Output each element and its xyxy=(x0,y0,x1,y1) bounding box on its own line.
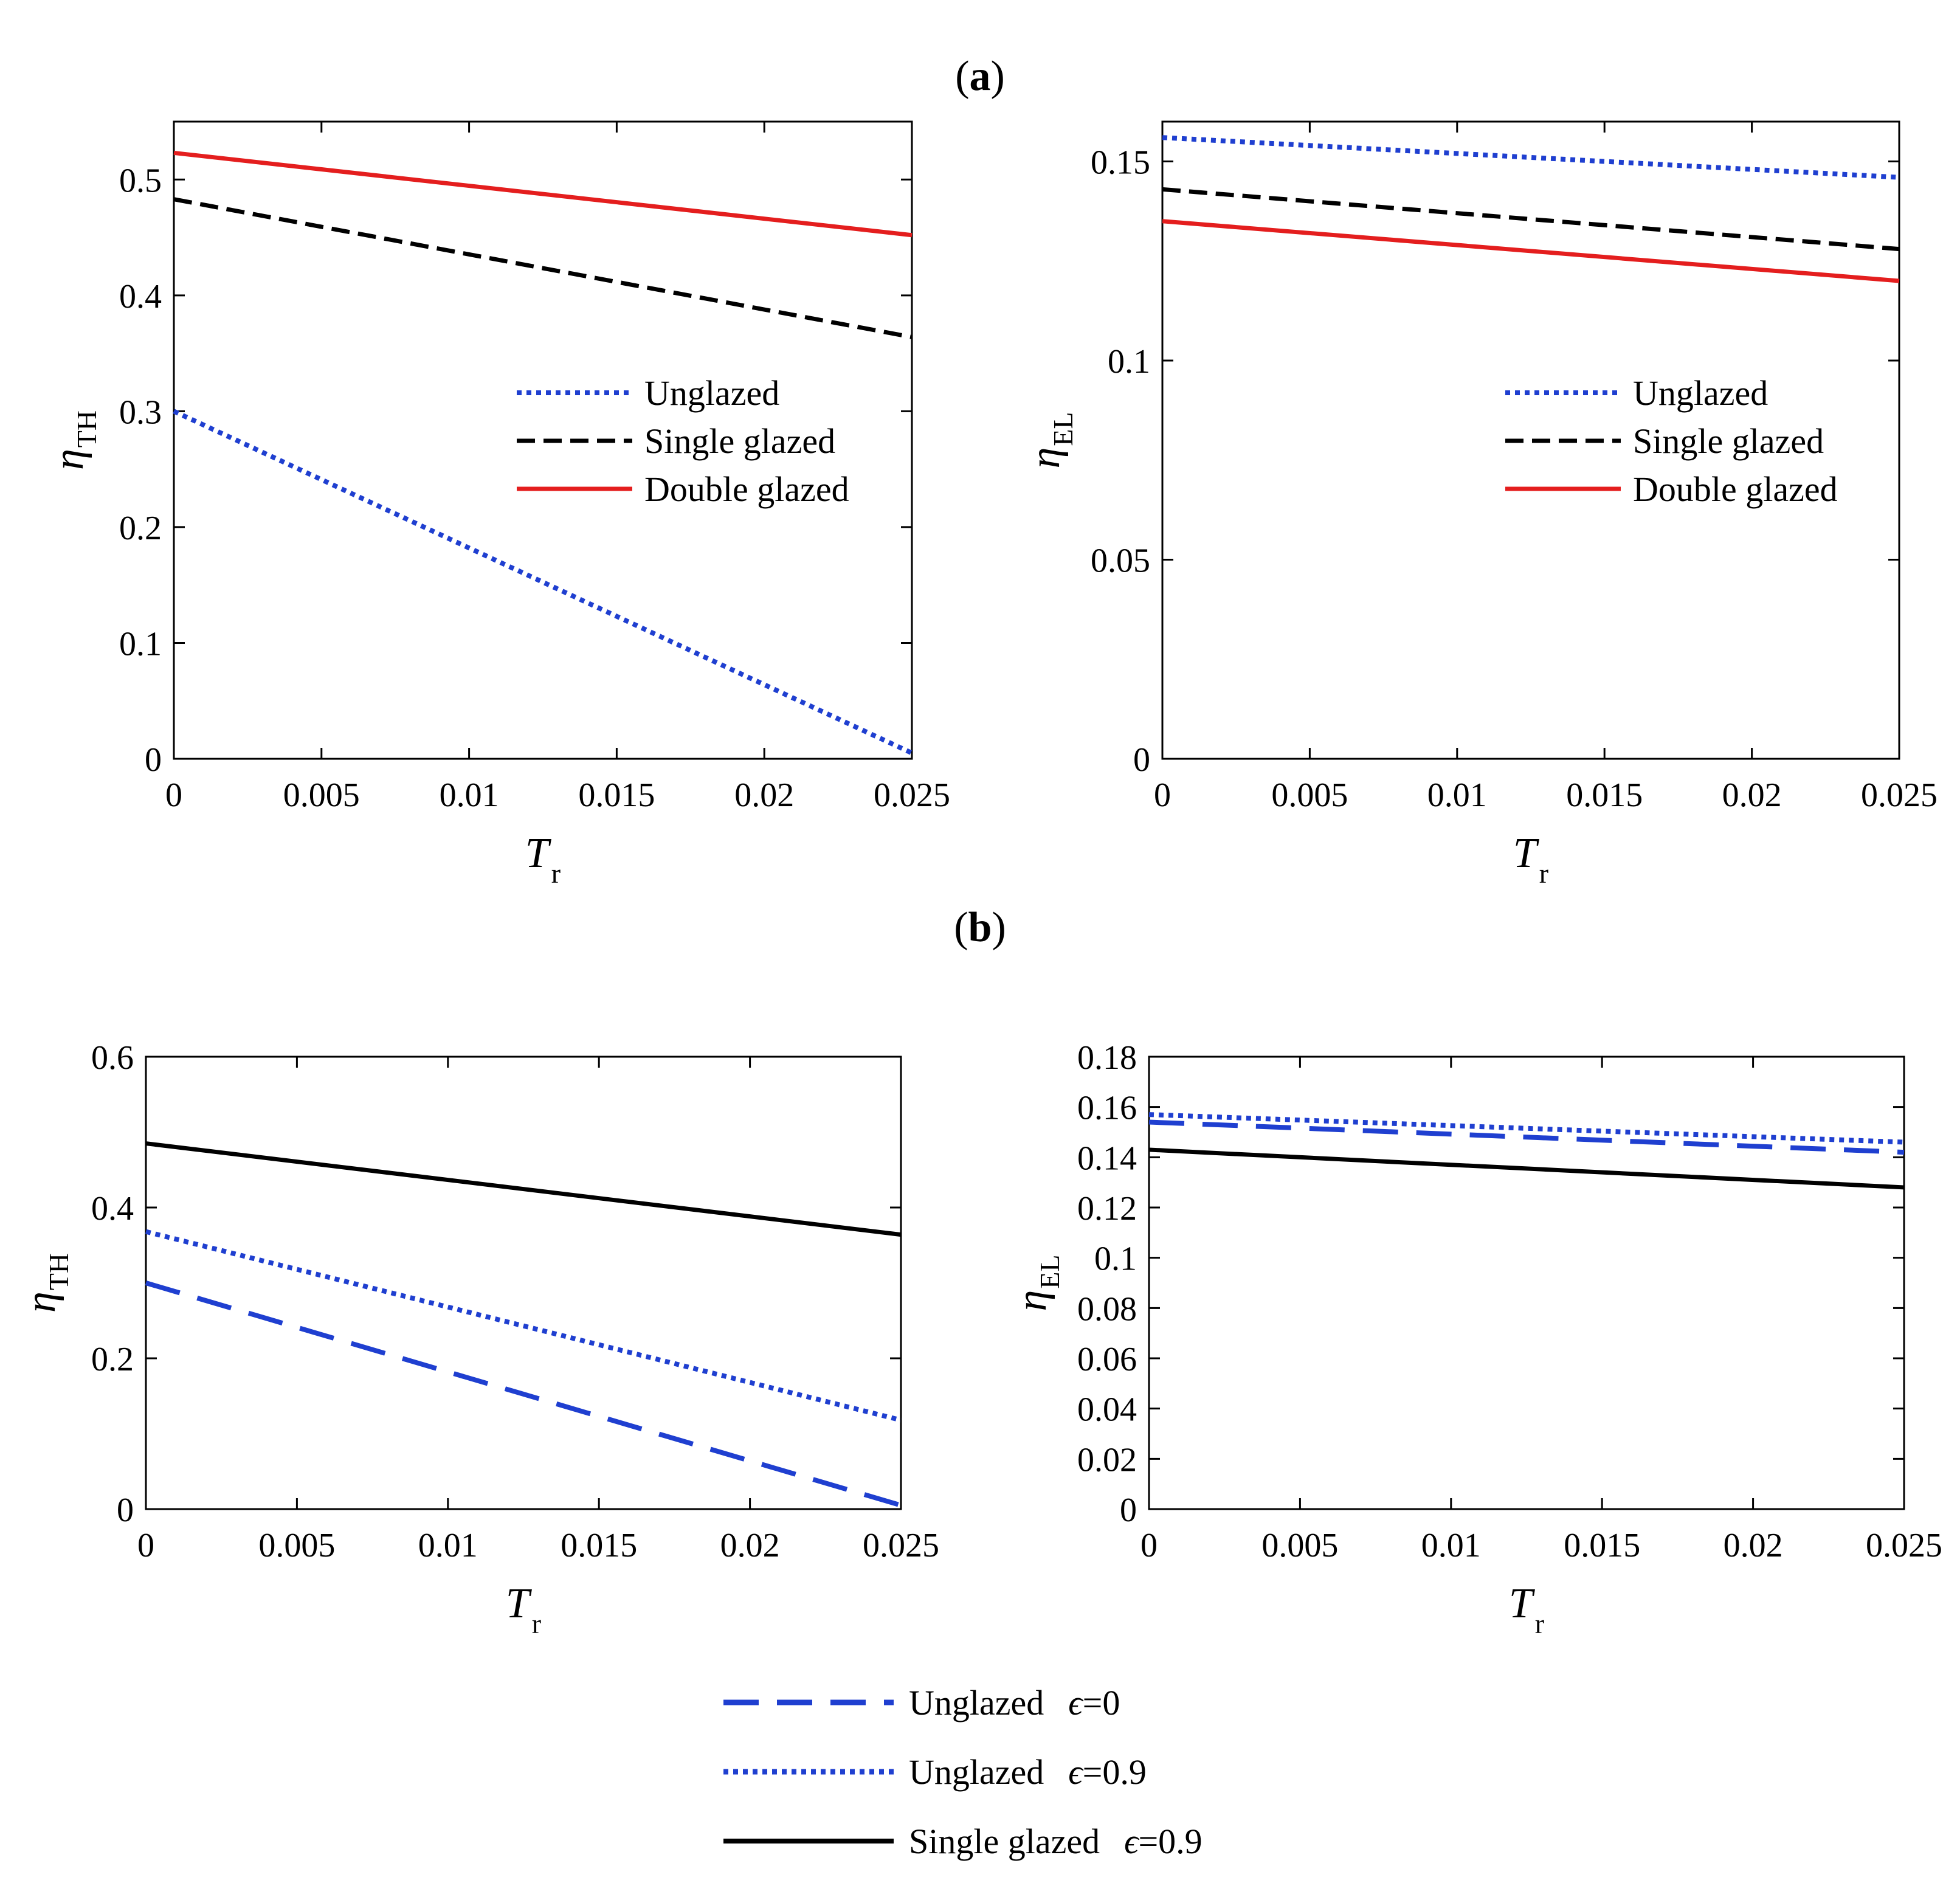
y-tick-label: 0.08 xyxy=(1077,1290,1137,1328)
y-tick-label: 0.04 xyxy=(1077,1391,1137,1429)
series-line: Single glazed ϵ=0.9 xyxy=(1148,1147,1905,1190)
x-tick-label: 0.02 xyxy=(734,776,794,814)
x-tick-label: 0.015 xyxy=(1564,1527,1640,1564)
x-tick-label: 0.005 xyxy=(258,1527,335,1564)
x-tick-label: 0.025 xyxy=(874,776,950,814)
panel-label-b: (b) xyxy=(954,904,1006,951)
y-tick-label: 0.15 xyxy=(1091,144,1150,182)
y-tick-label: 0.14 xyxy=(1077,1139,1137,1177)
y-tick-label: 0.6 xyxy=(91,1039,134,1077)
y-tick-label: 0.1 xyxy=(1094,1240,1137,1278)
y-tick-label: 0.1 xyxy=(119,625,162,663)
y-tick-label: 0.02 xyxy=(1077,1441,1137,1479)
y-tick-label: 0.2 xyxy=(119,510,162,547)
x-axis-label: Tr xyxy=(1513,830,1548,889)
y-tick-label: 0 xyxy=(1120,1491,1137,1529)
y-tick-label: 0 xyxy=(145,741,162,779)
plot-frame xyxy=(1148,1056,1905,1510)
legend-label: Unglazed ϵ=0 xyxy=(909,1683,1120,1723)
x-tick-label: 0.015 xyxy=(561,1527,637,1564)
x-tick-label: 0.005 xyxy=(1271,776,1348,814)
chart-b-left-eta-th: 0 0.005 0.01 0.015 0.02 0.025 0 0.2 0.4 0.6 Unglaz… xyxy=(18,1039,939,1639)
plot-frame xyxy=(1161,120,1900,760)
plot-frame xyxy=(173,120,913,760)
y-axis-label: ηEL xyxy=(1022,412,1078,469)
x-tick-label: 0.015 xyxy=(578,776,655,814)
x-tick-label: 0.025 xyxy=(1861,776,1938,814)
x-tick-label: 0.015 xyxy=(1566,776,1643,814)
series-line: Unglazed ϵ=0 xyxy=(145,1280,902,1508)
chart-b-right-eta-el: 0 0.005 0.01 0.015 0.02 0.025 0 0.02 0.04 0.06 0.0… xyxy=(1009,1039,1942,1639)
x-tick-label: 0 xyxy=(165,776,182,814)
chart-a-right-eta-el: 0 0.005 0.01 0.015 0.02 0.025 0 0.05 0.1 0.15 Ungl… xyxy=(1022,120,1938,889)
series-line: Unglazed xyxy=(173,409,913,756)
legend-b: Unglazed ϵ=0 Unglazed ϵ=0.9 Single glazed ϵ=0… xyxy=(723,1683,1203,1861)
y-axis-label: ηEL xyxy=(1009,1255,1065,1311)
legend-label: Single glazed xyxy=(644,421,835,461)
y-tick-label: 0.4 xyxy=(119,278,162,316)
x-axis-label: Tr xyxy=(506,1580,541,1639)
x-tick-label: 0.025 xyxy=(1866,1527,1942,1564)
series-line: Single glazed xyxy=(173,197,913,339)
legend-label: Unglazed ϵ=0.9 xyxy=(909,1752,1147,1792)
legend-label: Double glazed xyxy=(644,469,849,509)
x-tick-label: 0.01 xyxy=(1421,1527,1481,1564)
x-tick-label: 0.01 xyxy=(440,776,499,814)
y-tick-label: 0.2 xyxy=(91,1341,134,1378)
x-tick-label: 0.02 xyxy=(1724,1527,1783,1564)
x-tick-label: 0 xyxy=(137,1527,154,1564)
legend-label: Unglazed xyxy=(644,373,779,413)
chart-a-left-eta-th: 0 0.005 0.01 0.015 0.02 0.025 0 0.1 0.2 0.3 0.4 0.5… xyxy=(46,120,950,889)
x-axis-label: Tr xyxy=(1509,1580,1544,1639)
series-line: Single glazed xyxy=(1162,187,1900,252)
legend-label: Single glazed ϵ=0.9 xyxy=(909,1822,1203,1861)
legend-a-right: Unglazed Single glazed Double glazed xyxy=(1505,373,1838,509)
series-line: Double glazed xyxy=(173,150,913,238)
y-tick-label: 0.5 xyxy=(119,162,162,199)
legend-a-left: Unglazed Single glazed Double glazed xyxy=(517,373,849,509)
y-tick-label: 0.18 xyxy=(1077,1039,1137,1077)
x-tick-label: 0 xyxy=(1154,776,1171,814)
y-tick-label: 0.06 xyxy=(1077,1341,1137,1378)
y-tick-label: 0.12 xyxy=(1077,1190,1137,1228)
legend-label: Double glazed xyxy=(1633,469,1838,509)
x-tick-label: 0.005 xyxy=(283,776,360,814)
y-tick-label: 0 xyxy=(117,1491,134,1529)
x-tick-label: 0.02 xyxy=(1722,776,1782,814)
series-line: Unglazed ϵ=0.9 xyxy=(145,1229,902,1423)
legend-label: Unglazed xyxy=(1633,373,1768,413)
panel-label-a: (a) xyxy=(955,53,1005,100)
x-tick-label: 0.02 xyxy=(720,1527,780,1564)
y-tick-label: 0.3 xyxy=(119,393,162,431)
y-tick-label: 0 xyxy=(1133,741,1150,779)
x-tick-label: 0.01 xyxy=(418,1527,478,1564)
y-tick-label: 0.1 xyxy=(1108,343,1150,381)
y-tick-label: 0.4 xyxy=(91,1190,134,1228)
y-axis-label: ηTH xyxy=(46,410,102,470)
series-line: Unglazed ϵ=0 xyxy=(1148,1119,1905,1155)
x-tick-label: 0 xyxy=(1140,1527,1158,1564)
x-axis-label: Tr xyxy=(525,830,561,889)
y-axis-label: ηTH xyxy=(18,1253,74,1313)
y-tick-label: 0.16 xyxy=(1077,1090,1137,1127)
x-tick-label: 0.025 xyxy=(863,1527,939,1564)
x-tick-label: 0.005 xyxy=(1261,1527,1338,1564)
legend-label: Single glazed xyxy=(1633,421,1824,461)
plot-frame xyxy=(145,1056,902,1510)
x-tick-label: 0.01 xyxy=(1427,776,1487,814)
series-line: Double glazed xyxy=(1162,219,1900,283)
series-line: Single glazed ϵ=0.9 xyxy=(145,1141,902,1237)
series-line: Unglazed xyxy=(1162,135,1900,180)
y-tick-label: 0.05 xyxy=(1091,542,1150,580)
